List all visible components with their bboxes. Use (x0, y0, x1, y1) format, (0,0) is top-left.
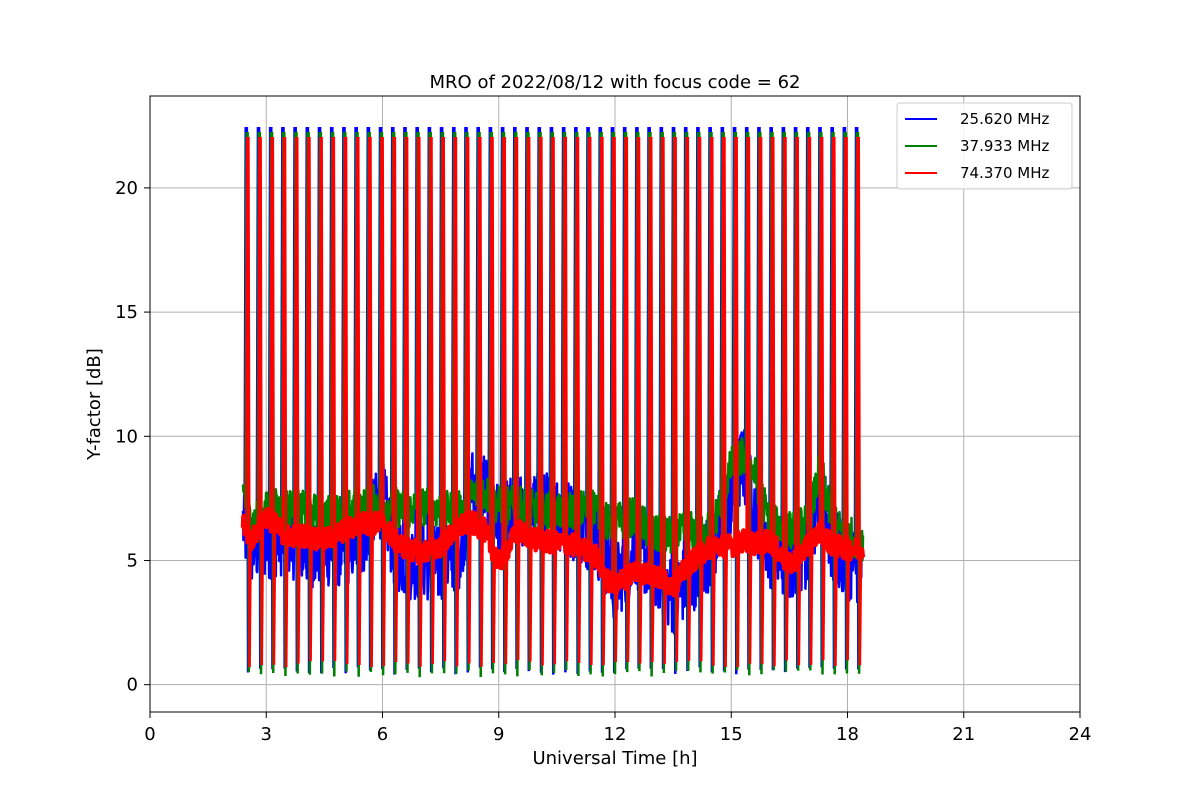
x-tick-label: 9 (493, 724, 504, 745)
y-tick-label: 0 (127, 675, 138, 696)
calibration-spike (598, 136, 606, 666)
calibration-spike (611, 136, 619, 662)
calibration-spike (513, 136, 521, 661)
calibration-spike (684, 136, 692, 661)
calibration-spike (391, 136, 399, 663)
calibration-spike (269, 136, 277, 665)
calibration-spike (488, 136, 497, 664)
calibration-spike (647, 136, 655, 662)
calibration-spike (403, 136, 411, 664)
calibration-spike (672, 136, 680, 662)
legend-box (896, 102, 1073, 190)
calibration-spike (659, 136, 668, 665)
calibration-spike (708, 136, 716, 666)
calibration-spike (586, 136, 594, 666)
series-74370 (240, 136, 866, 668)
calibration-spike (720, 136, 729, 668)
x-tick-label: 21 (952, 724, 975, 745)
calibration-spike (794, 136, 802, 666)
calibration-spike (366, 136, 375, 668)
y-tick-label: 20 (115, 178, 138, 199)
y-axis-title: Y-factor [dB] (84, 348, 105, 461)
calibration-spike (501, 136, 509, 665)
calibration-spike (562, 136, 570, 662)
x-tick-label: 0 (144, 724, 155, 745)
calibration-spike (244, 136, 252, 668)
calibration-spike (574, 136, 582, 663)
legend-label-74-370: 74.370 MHz (960, 164, 1049, 182)
axis-ticks: 0 3 6 9 12 15 18 21 24 0 5 10 15 20 (115, 178, 1091, 745)
legend: 25.620 MHz 37.933 MHz 74.370 MHz (896, 102, 1073, 190)
calibration-spike (354, 136, 362, 665)
calibration-spike (830, 136, 838, 666)
calibration-spike (464, 136, 472, 664)
calibration-spike (318, 136, 326, 662)
calibration-spike (745, 136, 753, 664)
x-tick-label: 18 (836, 724, 859, 745)
x-tick-label: 6 (377, 724, 388, 745)
calibration-spike (806, 136, 814, 665)
calibration-spike (525, 136, 533, 662)
calibration-spike (452, 136, 460, 667)
calibration-spike (635, 136, 643, 664)
calibration-spike (342, 136, 350, 665)
legend-label-37-933: 37.933 MHz (960, 137, 1049, 155)
x-tick-label: 3 (261, 724, 272, 745)
calibration-spike (476, 136, 484, 667)
calibration-spike (379, 136, 387, 667)
calibration-spike (733, 136, 741, 668)
calibration-spike (330, 136, 338, 662)
calibration-spike (305, 136, 314, 662)
calibration-spike (281, 136, 289, 668)
y-tick-label: 5 (127, 550, 138, 571)
calibration-spike (696, 136, 704, 662)
calibration-spike (818, 136, 826, 661)
calibration-spike (781, 136, 790, 661)
calibration-spike (415, 136, 423, 667)
calibration-spike (440, 136, 448, 662)
legend-label-25-620: 25.620 MHz (960, 110, 1049, 128)
calibration-spike (855, 136, 863, 666)
x-tick-label: 12 (604, 724, 627, 745)
calibration-spike (257, 136, 265, 666)
calibration-spike (769, 136, 777, 667)
calibration-spike (842, 136, 851, 661)
x-tick-label: 15 (720, 724, 743, 745)
chart-title: MRO of 2022/08/12 with focus code = 62 (430, 72, 801, 93)
calibration-spike (550, 136, 558, 665)
series-layer (240, 127, 866, 678)
y-tick-label: 15 (115, 302, 138, 323)
calibration-spike (623, 136, 631, 663)
calibration-spike (427, 136, 436, 665)
y-tick-label: 10 (115, 426, 138, 447)
calibration-spike (293, 136, 301, 664)
x-tick-label: 24 (1069, 724, 1092, 745)
calibration-spike (537, 136, 545, 666)
x-axis-title: Universal Time [h] (532, 748, 697, 769)
calibration-spike (757, 136, 765, 665)
